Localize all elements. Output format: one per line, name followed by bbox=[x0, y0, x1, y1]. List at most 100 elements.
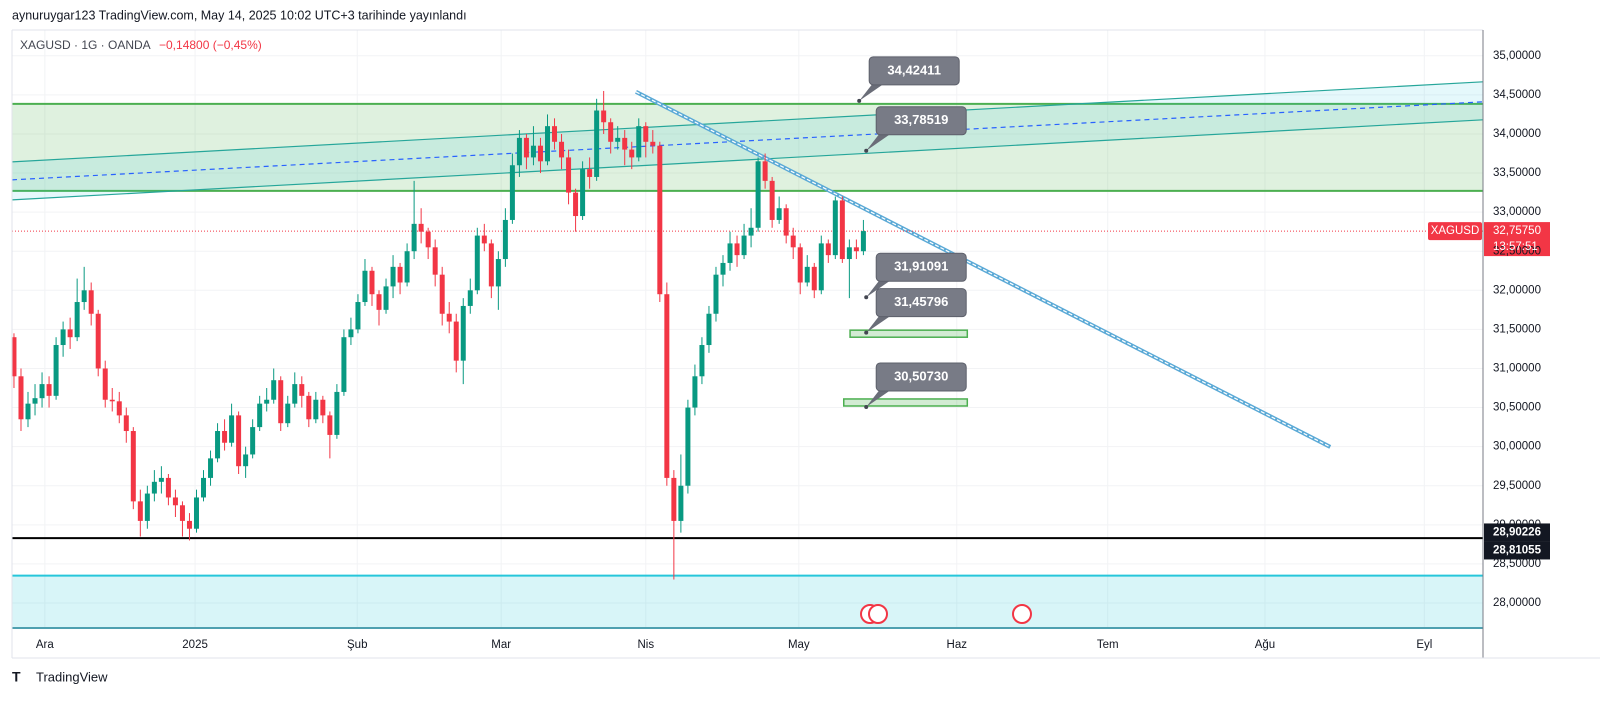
axis-price-badge bbox=[1484, 541, 1550, 560]
candle-body bbox=[516, 137, 522, 166]
callout-pointer bbox=[859, 82, 886, 101]
candle-body bbox=[327, 415, 333, 435]
candle-body bbox=[271, 380, 277, 400]
candle-body bbox=[278, 380, 284, 424]
candle-body bbox=[243, 454, 249, 467]
candle-body bbox=[720, 262, 726, 275]
header: aynuruygar123 TradingView.com, May 14, 2… bbox=[12, 8, 467, 22]
candle-body bbox=[748, 227, 754, 236]
callout-box bbox=[875, 252, 967, 282]
candle-body bbox=[636, 126, 642, 158]
candle-body bbox=[594, 110, 600, 177]
candle-body bbox=[88, 290, 94, 314]
candle-body bbox=[853, 247, 859, 252]
zone bbox=[12, 575, 1483, 628]
callout-label: 30,50730 bbox=[894, 368, 948, 383]
y-tick-label: 31,00000 bbox=[1493, 363, 1541, 375]
candle-body bbox=[81, 290, 87, 303]
x-tick-label: Ağu bbox=[1255, 639, 1275, 651]
candle-body bbox=[818, 243, 824, 291]
callout-box bbox=[875, 106, 967, 136]
change: −0,14800 (−0,45%) bbox=[159, 38, 262, 52]
candle-body bbox=[165, 477, 171, 498]
y-tick-label: 33,50000 bbox=[1493, 167, 1541, 179]
candle-body bbox=[383, 286, 389, 310]
candle-body bbox=[825, 243, 831, 256]
candle-body bbox=[460, 305, 466, 361]
candle-body bbox=[488, 243, 494, 287]
candle-body bbox=[446, 313, 452, 322]
y-tick-label: 34,50000 bbox=[1493, 89, 1541, 101]
candle-body bbox=[580, 169, 586, 217]
x-tick-label: May bbox=[788, 639, 810, 651]
channel-fill bbox=[12, 81, 1483, 200]
candle-body bbox=[116, 401, 122, 416]
candle-body bbox=[839, 200, 845, 260]
candle-body bbox=[102, 368, 108, 400]
candle-body bbox=[453, 321, 459, 361]
x-tick-label: Eyl bbox=[1416, 639, 1432, 651]
candle-body bbox=[537, 145, 543, 162]
candle-body bbox=[769, 180, 775, 220]
candle-body bbox=[32, 398, 38, 404]
callout-pointer bbox=[866, 132, 893, 151]
candle-body bbox=[390, 266, 396, 287]
y-tick-label: 30,00000 bbox=[1493, 441, 1541, 453]
candle-body bbox=[306, 395, 312, 420]
candle-body bbox=[706, 313, 712, 346]
candle-body bbox=[650, 141, 656, 146]
x-tick-label: Haz bbox=[947, 639, 968, 651]
candle-body bbox=[18, 376, 24, 420]
candle-body bbox=[222, 431, 228, 443]
candle-body bbox=[439, 274, 445, 314]
candle-body bbox=[285, 403, 291, 424]
logo: TradingView bbox=[36, 669, 108, 684]
y-tick-label: 32,50000 bbox=[1493, 245, 1541, 257]
candle-body bbox=[46, 384, 52, 396]
candle-body bbox=[201, 477, 207, 498]
candle-body bbox=[60, 329, 66, 346]
candle-body bbox=[193, 497, 199, 529]
callout-pointer bbox=[866, 314, 893, 333]
callout-point bbox=[864, 295, 869, 300]
symbol-badge bbox=[1428, 222, 1482, 241]
candle-body bbox=[215, 431, 221, 459]
candle-body bbox=[643, 126, 649, 142]
x-tick-label: Nis bbox=[637, 639, 654, 651]
callout-label: 34,42411 bbox=[887, 62, 941, 77]
candle-body bbox=[727, 243, 733, 263]
callout-box bbox=[868, 56, 960, 86]
candle-body bbox=[369, 270, 375, 295]
candle-body bbox=[573, 192, 579, 217]
y-tick-label: 34,00000 bbox=[1493, 128, 1541, 140]
candle-body bbox=[629, 149, 635, 158]
candle-body bbox=[467, 290, 473, 306]
candle-body bbox=[860, 231, 866, 252]
candle-body bbox=[481, 235, 487, 244]
candle-body bbox=[208, 458, 214, 478]
countdown: 13:57:51 bbox=[1493, 241, 1538, 253]
callout-point bbox=[857, 98, 862, 103]
candle-body bbox=[320, 399, 326, 416]
candle-body bbox=[229, 415, 235, 443]
price-badge bbox=[1484, 222, 1550, 257]
candle-body bbox=[95, 313, 101, 369]
candle-body bbox=[530, 145, 536, 158]
candle-body bbox=[172, 497, 178, 506]
candle-body bbox=[734, 243, 740, 256]
candle-body bbox=[509, 165, 515, 220]
x-tick-label: 2025 bbox=[182, 639, 208, 651]
candle-body bbox=[292, 384, 298, 404]
y-tick-label: 28,50000 bbox=[1493, 558, 1541, 570]
candle-body bbox=[341, 337, 347, 392]
symbol: XAGUSD · 1G · OANDA bbox=[20, 38, 151, 52]
candle-body bbox=[502, 219, 508, 260]
candle-body bbox=[755, 161, 761, 228]
candle-body bbox=[130, 431, 136, 502]
candle-body bbox=[474, 235, 480, 291]
candle-body bbox=[783, 208, 789, 236]
callout-label: 31,45796 bbox=[894, 294, 948, 309]
candle-body bbox=[425, 231, 431, 248]
candle-body bbox=[797, 247, 803, 283]
